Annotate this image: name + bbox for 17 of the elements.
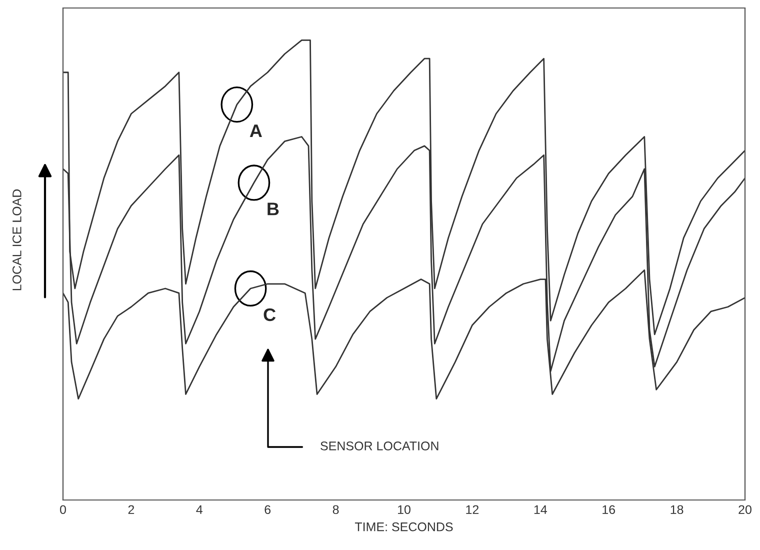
annotation: SENSOR LOCATION (320, 442, 438, 450)
x-tick-label: 0 (60, 505, 66, 514)
annotation: A (250, 124, 262, 138)
y-axis-title: LOCAL ICE LOAD (12, 189, 22, 290)
x-tick-label: 18 (670, 505, 684, 514)
x-tick-label: 16 (602, 505, 616, 514)
annotation: C (264, 308, 276, 322)
x-tick-label: 4 (196, 505, 203, 514)
x-tick-label: 20 (738, 505, 752, 514)
x-tick-label: 12 (466, 505, 479, 514)
x-tick-label: 14 (534, 505, 547, 514)
x-tick-label: 6 (264, 505, 271, 514)
x-axis-title: TIME: SECONDS (354, 522, 453, 532)
annotation: B (268, 202, 279, 216)
x-tick-label: 8 (332, 505, 339, 514)
x-tick-label: 2 (128, 505, 134, 514)
x-tick-label: 10 (398, 505, 410, 514)
